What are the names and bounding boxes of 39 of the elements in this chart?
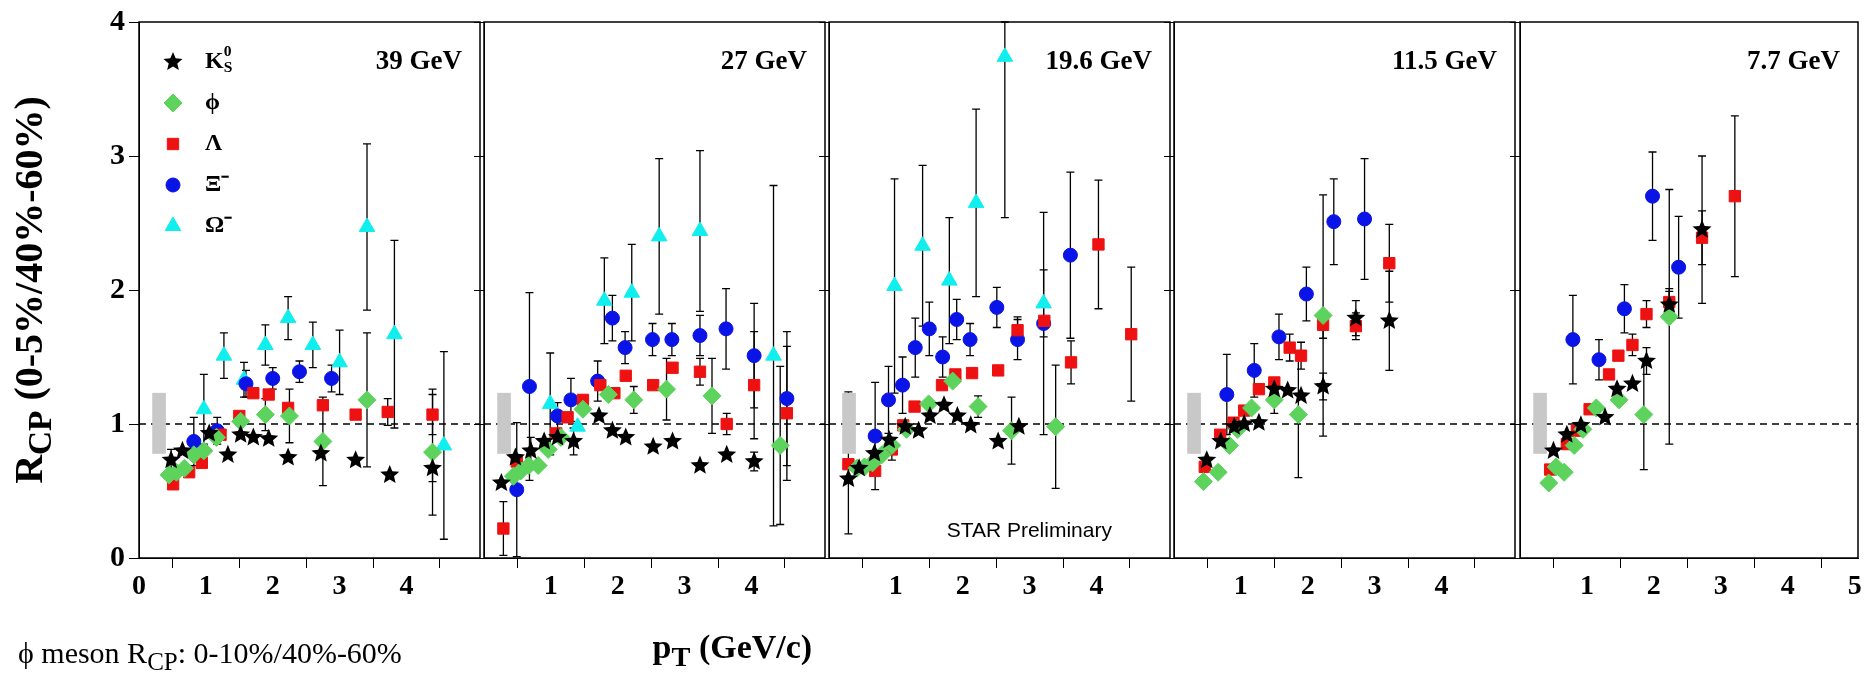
x-tick-label: 4 (1089, 569, 1104, 601)
x-tick-label: 4 (744, 569, 759, 601)
y-tick-label: 1 (109, 404, 125, 438)
x-tick-label: 3 (1713, 569, 1728, 601)
text: 11.5 GeV (1392, 44, 1498, 75)
x-tick-label: 1 (888, 569, 903, 601)
x-tick-label: 3 (1367, 569, 1382, 601)
text: 39 GeV (375, 44, 462, 75)
x-tick-label: 4 (398, 569, 413, 601)
x-axis-title: p$_{T}$ (GeV/c) (652, 628, 813, 673)
x-tick-label: 3 (677, 569, 692, 601)
x-tick-label: 2 (955, 569, 970, 601)
legend-label: Ξ⁻ (204, 170, 229, 197)
text: ϕ meson R$_{CP}$: 0-10%/40%-60% (18, 636, 402, 676)
legend-label: ϕ (204, 88, 220, 115)
y-tick-label: 0 (109, 538, 125, 572)
annotation: STAR Preliminary (946, 518, 1112, 542)
x-tick-label: 2 (1301, 569, 1316, 601)
x-tick-label: 3 (1022, 569, 1037, 601)
x-tick-label: 5 (1847, 569, 1862, 601)
x-tick-label: 2 (610, 569, 625, 601)
text: 7.7 GeV (1746, 44, 1841, 75)
x-tick-label: 1 (1234, 569, 1249, 601)
x-tick-label: 4 (1780, 569, 1795, 601)
x-tick-label: 2 (1646, 569, 1661, 601)
y-tick-label: 4 (109, 2, 125, 36)
x-tick-label: 1 (1579, 569, 1594, 601)
text: 19.6 GeV (1045, 44, 1153, 75)
text: 27 GeV (720, 44, 808, 75)
y-tick-label: 3 (109, 136, 125, 170)
y-tick-label: 2 (109, 270, 125, 304)
x-tick-label: 0 (131, 569, 146, 601)
x-tick-label: 2 (265, 569, 280, 601)
x-tick-label: 1 (543, 569, 558, 601)
x-tick-label: 3 (332, 569, 347, 601)
x-tick-label: 1 (198, 569, 213, 601)
legend-label: Λ (204, 129, 223, 156)
x-tick-label: 4 (1434, 569, 1449, 601)
legend-label: Ω⁻ (204, 211, 232, 238)
